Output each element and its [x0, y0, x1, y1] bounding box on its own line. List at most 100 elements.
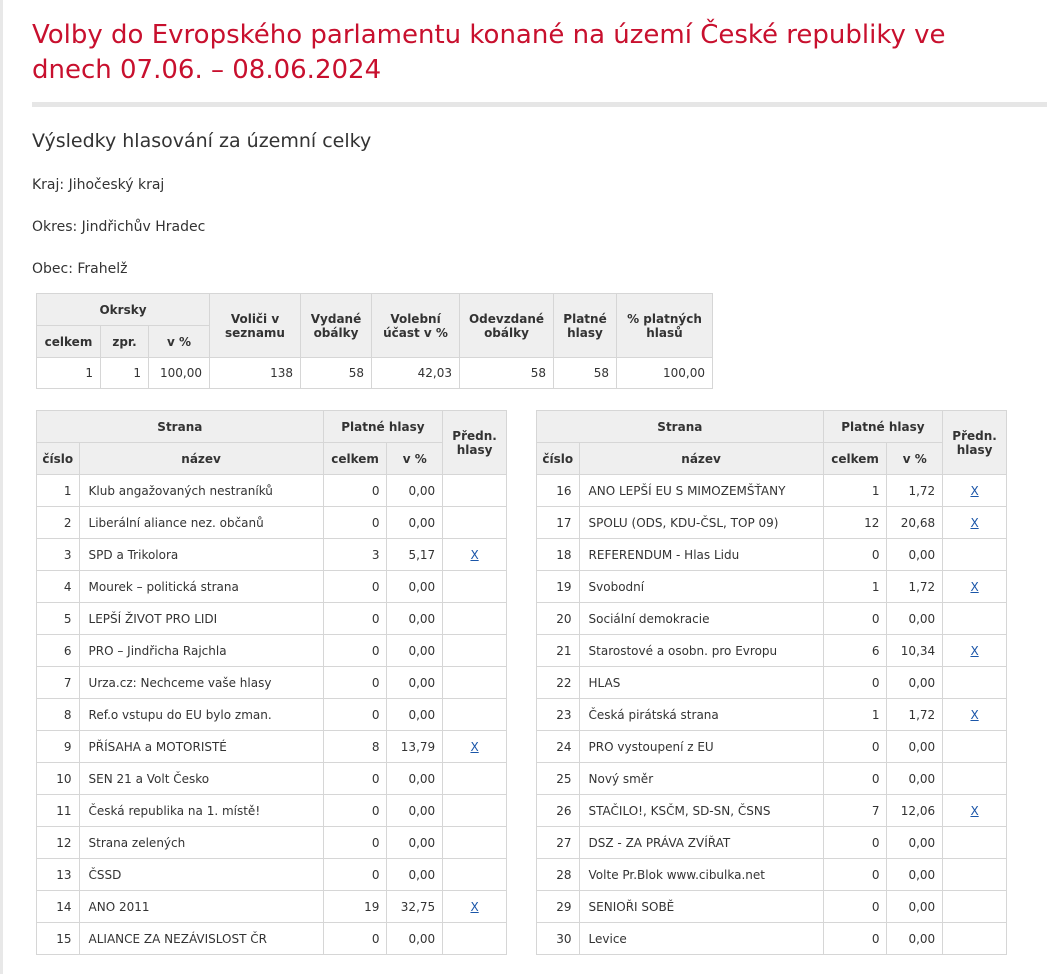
- party-votes: 0: [322, 698, 388, 731]
- pref-votes-cell: X: [942, 794, 1007, 827]
- party-number: 17: [536, 506, 580, 539]
- header-strana: Strana: [536, 410, 824, 443]
- party-name: HLAS: [578, 666, 824, 699]
- party-votes: 1: [822, 474, 888, 507]
- table-row: 16 ANO LEPŠÍ EU S MIMOZEMŠŤANY 1 1,72 X: [536, 474, 1007, 507]
- pref-votes-cell: [442, 922, 507, 955]
- pref-votes-cell: [442, 506, 507, 539]
- pref-votes-cell: X: [942, 570, 1007, 603]
- party-votes: 0: [322, 602, 388, 635]
- party-name: Klub angažovaných nestraníků: [78, 474, 324, 507]
- party-number: 30: [536, 922, 580, 955]
- pref-votes-cell: X: [442, 538, 507, 571]
- party-votes: 1: [822, 570, 888, 603]
- party-name: Volte Pr.Blok www.cibulka.net: [578, 858, 824, 891]
- party-name: Česká republika na 1. místě!: [78, 794, 324, 827]
- party-name: Strana zelených: [78, 826, 324, 859]
- party-number: 16: [536, 474, 580, 507]
- municipality-label: Obec: Frahelž: [32, 261, 128, 277]
- party-name: Urza.cz: Nechceme vaše hlasy: [78, 666, 324, 699]
- pref-votes-link[interactable]: X: [970, 483, 979, 498]
- pref-votes-cell: [442, 570, 507, 603]
- party-name: Liberální aliance nez. občanů: [78, 506, 324, 539]
- party-votes: 0: [822, 538, 888, 571]
- party-number: 11: [36, 794, 80, 827]
- pref-votes-cell: [942, 922, 1007, 955]
- party-name: Sociální demokracie: [578, 602, 824, 635]
- party-number: 4: [36, 570, 80, 603]
- party-name: Nový směr: [578, 762, 824, 795]
- header-nazev: název: [578, 442, 824, 475]
- pref-votes-cell: [442, 762, 507, 795]
- party-name: STAČILO!, KSČM, SD-SN, ČSNS: [578, 794, 824, 827]
- table-row: 6 PRO – Jindřicha Rajchla 0 0,00: [36, 634, 507, 667]
- pref-votes-link[interactable]: X: [970, 803, 979, 818]
- header-celkem: celkem: [322, 442, 388, 475]
- header-okrsky: Okrsky: [36, 293, 210, 326]
- party-votes: 12: [822, 506, 888, 539]
- party-pct: 0,00: [886, 826, 944, 859]
- pref-votes-cell: [942, 890, 1007, 923]
- pref-votes-link[interactable]: X: [470, 899, 479, 914]
- party-pct: 0,00: [886, 666, 944, 699]
- party-name: REFERENDUM - Hlas Lidu: [578, 538, 824, 571]
- party-pct: 0,00: [886, 602, 944, 635]
- region-label: Kraj: Jihočeský kraj: [32, 177, 165, 193]
- party-votes: 19: [322, 890, 388, 923]
- volici-value: 138: [209, 357, 301, 389]
- table-row: 15 ALIANCE ZA NEZÁVISLOST ČR 0 0,00: [36, 922, 507, 955]
- header-zpr: zpr.: [100, 325, 149, 358]
- pref-votes-cell: X: [942, 698, 1007, 731]
- party-pct: 0,00: [386, 794, 444, 827]
- pref-votes-link[interactable]: X: [970, 579, 979, 594]
- pref-votes-link[interactable]: X: [470, 739, 479, 754]
- pct-platnych-value: 100,00: [616, 357, 713, 389]
- table-row: 27 DSZ - ZA PRÁVA ZVÍŘAT 0 0,00: [536, 826, 1007, 859]
- party-number: 19: [536, 570, 580, 603]
- table-row: 8 Ref.o vstupu do EU bylo zman. 0 0,00: [36, 698, 507, 731]
- pref-votes-cell: [942, 666, 1007, 699]
- pref-votes-cell: [942, 858, 1007, 891]
- party-name: ANO 2011: [78, 890, 324, 923]
- party-votes: 0: [822, 730, 888, 763]
- pref-votes-link[interactable]: X: [970, 707, 979, 722]
- table-row: 21 Starostové a osobn. pro Evropu 6 10,3…: [536, 634, 1007, 667]
- pref-votes-link[interactable]: X: [970, 515, 979, 530]
- table-row: 2 Liberální aliance nez. občanů 0 0,00: [36, 506, 507, 539]
- party-name: Ref.o vstupu do EU bylo zman.: [78, 698, 324, 731]
- table-row: 23 Česká pirátská strana 1 1,72 X: [536, 698, 1007, 731]
- table-row: 26 STAČILO!, KSČM, SD-SN, ČSNS 7 12,06 X: [536, 794, 1007, 827]
- party-number: 23: [536, 698, 580, 731]
- party-pct: 0,00: [386, 602, 444, 635]
- header-ucast: Volební účast v %: [371, 293, 460, 358]
- party-number: 6: [36, 634, 80, 667]
- pref-votes-cell: [442, 858, 507, 891]
- party-votes: 0: [322, 826, 388, 859]
- pref-votes-cell: [442, 634, 507, 667]
- party-votes: 0: [322, 474, 388, 507]
- pref-votes-link[interactable]: X: [970, 643, 979, 658]
- party-number: 9: [36, 730, 80, 763]
- party-number: 18: [536, 538, 580, 571]
- header-strana: Strana: [36, 410, 324, 443]
- ucast-value: 42,03: [371, 357, 460, 389]
- party-name: PRO vystoupení z EU: [578, 730, 824, 763]
- pref-votes-link[interactable]: X: [470, 547, 479, 562]
- party-votes: 0: [822, 826, 888, 859]
- pref-votes-cell: X: [942, 506, 1007, 539]
- party-pct: 5,17: [386, 538, 444, 571]
- party-name: SEN 21 a Volt Česko: [78, 762, 324, 795]
- pref-votes-cell: [942, 762, 1007, 795]
- party-pct: 20,68: [886, 506, 944, 539]
- pref-votes-cell: X: [442, 890, 507, 923]
- party-votes: 0: [322, 634, 388, 667]
- table-row: 19 Svobodní 1 1,72 X: [536, 570, 1007, 603]
- party-number: 28: [536, 858, 580, 891]
- pref-votes-cell: X: [442, 730, 507, 763]
- table-row: 11 Česká republika na 1. místě! 0 0,00: [36, 794, 507, 827]
- district-label: Okres: Jindřichův Hradec: [32, 219, 206, 235]
- party-pct: 1,72: [886, 570, 944, 603]
- table-row: 3 SPD a Trikolora 3 5,17 X: [36, 538, 507, 571]
- party-votes: 0: [322, 666, 388, 699]
- party-name: Levice: [578, 922, 824, 955]
